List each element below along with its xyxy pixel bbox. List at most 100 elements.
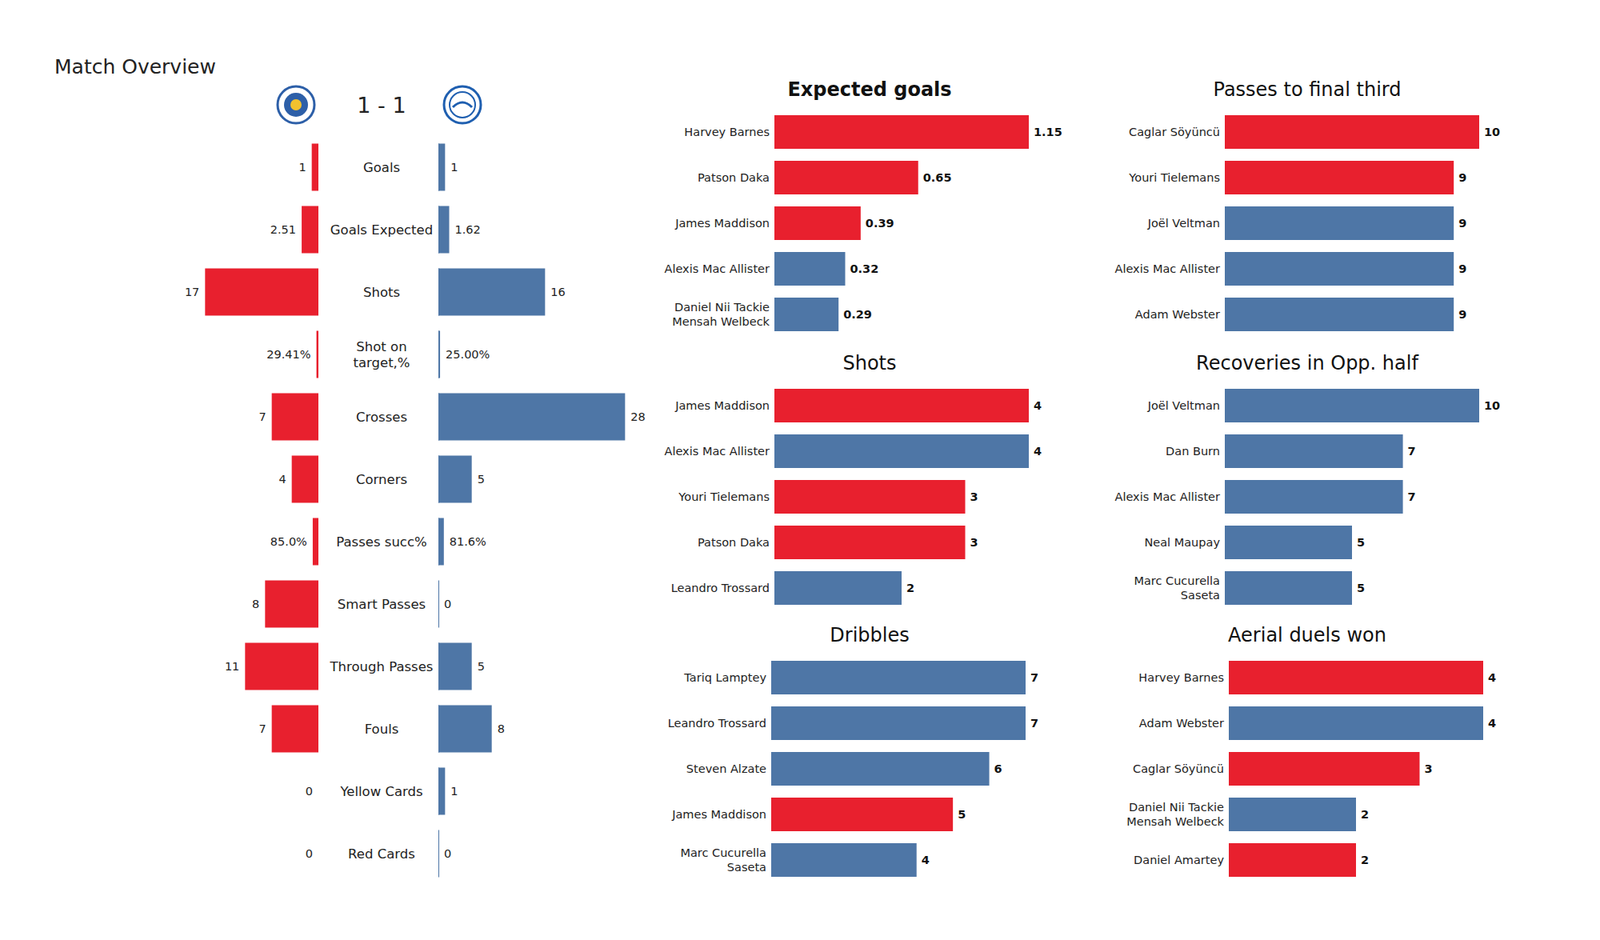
value-label: 4 <box>1033 399 1042 412</box>
bar <box>774 206 861 240</box>
bar <box>1224 115 1480 149</box>
value-label: 29.41% <box>266 348 311 361</box>
category-label: Joël Veltman <box>1147 399 1220 412</box>
bar <box>438 768 445 816</box>
bar <box>438 830 440 878</box>
category-label: Youri Tielemans <box>677 490 770 504</box>
panel: Recoveries in Opp. halfJoël Veltman10Dan… <box>1115 352 1501 605</box>
bar <box>438 705 492 753</box>
category-label: Caglar Söyüncü <box>1128 125 1220 139</box>
category-label: Daniel Nii TackieMensah Welbeck <box>672 300 770 328</box>
bar-edge <box>438 331 440 379</box>
text-line: Goals Expected <box>330 222 433 238</box>
labels: Caglar Söyüncü10Youri Tielemans9Joël Vel… <box>1115 125 1501 321</box>
text-line: Alexis Mac Allister <box>664 444 771 458</box>
text-line: Dan Burn <box>1165 444 1220 458</box>
text-line: Smart Passes <box>337 596 426 612</box>
value-label: 81.6% <box>449 535 487 548</box>
text-line: Red Cards <box>348 846 416 862</box>
category-label: Adam Webster <box>1135 308 1220 321</box>
bar <box>312 144 319 192</box>
value-label: 4 <box>1033 444 1042 458</box>
panel: Expected goalsHarvey Barnes1.15Patson Da… <box>664 78 1063 332</box>
title: Aerial duels won <box>1228 624 1387 647</box>
logo-ring <box>277 86 315 124</box>
bar-edge <box>438 768 440 816</box>
text-line: Patson Daka <box>697 536 770 549</box>
value-label: 11 <box>224 660 240 673</box>
category-label: Alexis Mac Allister <box>664 262 771 276</box>
bar <box>312 518 319 566</box>
title: Shots <box>842 352 896 375</box>
bar <box>774 571 902 605</box>
text-line: Tariq Lamptey <box>683 671 767 684</box>
bar <box>1224 388 1480 423</box>
text-line: Yellow Cards <box>339 784 423 800</box>
bar <box>272 393 319 441</box>
text-line: James Maddison <box>671 808 767 821</box>
bar-edge <box>438 393 440 441</box>
text-line: James Maddison <box>674 216 770 230</box>
labels: Goals11Goals Expected2.511.62Shots1716Sh… <box>184 160 646 862</box>
title: Match Overview <box>54 55 216 79</box>
away-logo <box>444 86 481 124</box>
value-label: 5 <box>1356 536 1365 549</box>
category-label: Patson Daka <box>697 536 770 549</box>
bar <box>774 252 845 286</box>
bar <box>292 456 319 504</box>
value-label: 5 <box>477 472 485 486</box>
text-line: Mensah Welbeck <box>672 315 770 328</box>
text-line: Caglar Söyüncü <box>1128 125 1220 139</box>
text-line: Mensah Welbeck <box>1126 815 1224 828</box>
bars <box>771 660 1026 877</box>
bar <box>438 206 450 254</box>
bar <box>771 752 990 786</box>
text-line: Leandro Trossard <box>671 581 770 595</box>
logo-mark <box>452 102 472 108</box>
value-label: 3 <box>1424 762 1433 776</box>
text-line: Steven Alzate <box>686 762 767 776</box>
bars <box>1224 388 1480 605</box>
bar <box>771 843 917 877</box>
bar <box>1228 660 1484 695</box>
category-label: Yellow Cards <box>339 784 423 800</box>
value-label: 0.65 <box>923 171 952 184</box>
labels: Joël Veltman10Dan Burn7Alexis Mac Allist… <box>1115 399 1501 602</box>
bar <box>438 268 545 316</box>
category-label: Daniel Nii TackieMensah Welbeck <box>1126 800 1224 828</box>
category-label: Neal Maupay <box>1144 536 1220 549</box>
bar <box>438 144 445 192</box>
category-label: James Maddison <box>674 216 770 230</box>
category-label: Adam Webster <box>1139 716 1224 730</box>
category-label: Red Cards <box>348 846 416 862</box>
text-line: Shots <box>363 284 400 300</box>
bar <box>316 331 319 379</box>
value-label: 9 <box>1458 262 1467 276</box>
text-line: Alexis Mac Allister <box>1115 262 1221 276</box>
value-label: 0 <box>444 597 452 611</box>
value-label: 7 <box>1408 444 1416 458</box>
value-label: 3 <box>970 536 979 549</box>
match-overview: Match Overview1 - 1Goals11Goals Expected… <box>54 55 646 878</box>
bar <box>774 525 966 560</box>
bar <box>1228 752 1420 786</box>
value-label: 25.00% <box>445 348 490 361</box>
logo-center <box>290 99 302 111</box>
text-line: Joël Veltman <box>1147 216 1220 230</box>
title: Passes to final third <box>1212 78 1401 101</box>
value-label: 0.39 <box>865 216 895 230</box>
bar <box>774 434 1029 468</box>
text-line: Shot on <box>356 339 407 355</box>
category-label: Harvey Barnes <box>684 125 770 139</box>
category-label: Fouls <box>364 721 400 737</box>
text-line: Caglar Söyüncü <box>1132 762 1224 776</box>
labels: Harvey Barnes1.15Patson Daka0.65James Ma… <box>664 125 1063 328</box>
bar <box>1224 252 1454 286</box>
text-line: Joël Veltman <box>1147 399 1220 412</box>
value-label: 0 <box>305 784 313 798</box>
value-label: 5 <box>1356 581 1365 595</box>
panel: Aerial duels wonHarvey Barnes4Adam Webst… <box>1126 624 1496 877</box>
category-label: Harvey Barnes <box>1138 671 1224 684</box>
title: Dribbles <box>829 624 909 647</box>
value-label: 0.32 <box>849 262 879 276</box>
